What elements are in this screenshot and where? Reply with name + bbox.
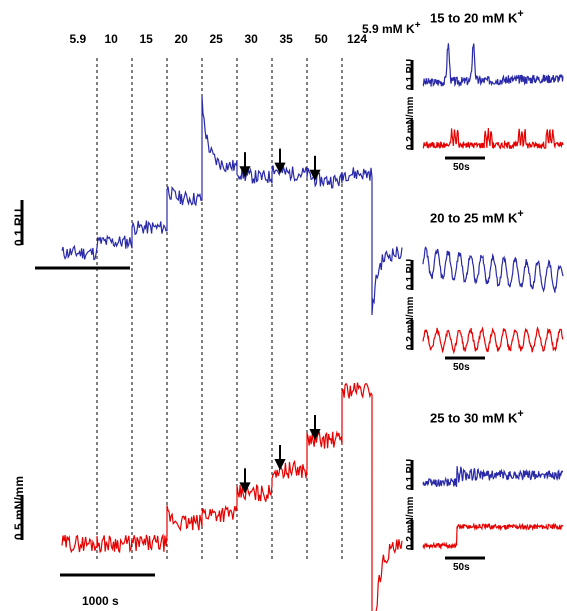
k-step-label: 5.9 <box>70 32 87 46</box>
right-panel-title: 20 to 25 mM K+ <box>430 208 524 225</box>
k-step-label: 35 <box>280 32 293 46</box>
right-scalebar-x: 50s <box>453 562 470 573</box>
k-step-label: 20 <box>175 32 188 46</box>
k-step-label: 50 <box>315 32 328 46</box>
right-scalebar-x: 50s <box>453 362 470 373</box>
right-panel-title: 15 to 20 mM K+ <box>430 8 524 25</box>
right-scalebar-blue-y: 0.1 RU <box>405 59 416 90</box>
scalebar-label-x: 1000 s <box>82 594 119 608</box>
right-scalebar-red-y: 0.2 mN/mm <box>405 297 416 350</box>
k-step-label: 30 <box>245 32 258 46</box>
scalebar-label-bottom-y: 0.5 mN/mm <box>12 476 26 540</box>
right-scalebar-blue-y: 0.1 RU <box>405 259 416 290</box>
right-scalebar-red-y: 0.2 mN/mm <box>405 97 416 150</box>
scalebar-label-top-y: 0.1 RU <box>12 209 26 246</box>
k-step-label: 10 <box>105 32 118 46</box>
k-step-label: 25 <box>210 32 223 46</box>
k-suffix-label: 5.9 mM K+ <box>362 20 421 36</box>
right-panel-title: 25 to 30 mM K+ <box>430 408 524 425</box>
figure-canvas <box>0 0 567 611</box>
right-scalebar-blue-y: 0.1 RU <box>405 459 416 490</box>
k-step-label: 15 <box>140 32 153 46</box>
right-scalebar-red-y: 0.2 mN/mm <box>405 497 416 550</box>
right-scalebar-x: 50s <box>453 162 470 173</box>
